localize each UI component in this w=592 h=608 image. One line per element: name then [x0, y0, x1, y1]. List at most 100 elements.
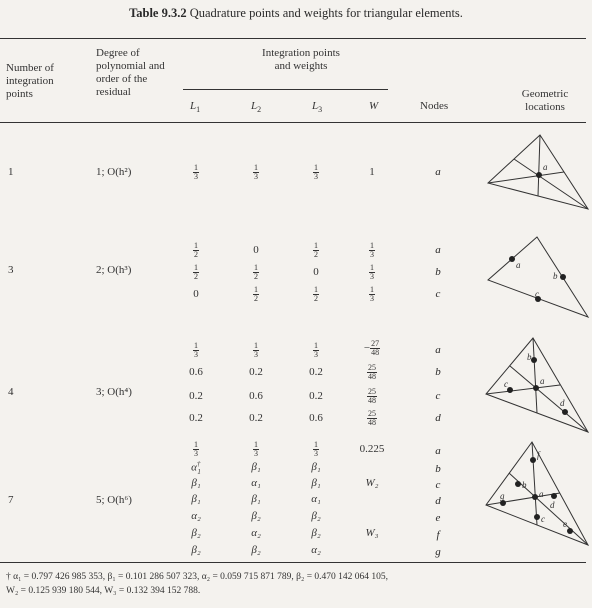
header-symbol: W	[369, 100, 379, 112]
diagram-label: a	[539, 489, 544, 499]
row4-b-L1: 0.6	[189, 366, 203, 378]
header-degree: Degree of polynomial and order of the re…	[96, 47, 165, 99]
row7-node-c: c	[435, 479, 441, 491]
row4-c-W: 25 48	[367, 387, 377, 405]
row4-d-L3: 0.6	[309, 412, 323, 424]
diagram-label: e	[563, 519, 567, 529]
point-4-g	[500, 500, 506, 506]
point-2-b	[560, 274, 566, 280]
row7-g-L3: α₂	[311, 544, 321, 556]
triangle-3-median	[485, 384, 561, 395]
row3-node-b: b	[435, 266, 441, 278]
row3-node-c: c	[435, 288, 441, 300]
triangle-3-median	[509, 365, 589, 433]
diagram-label: d	[560, 398, 565, 408]
table-caption: Quadrature points and weights for triang…	[189, 6, 463, 20]
diagram-label: g	[500, 491, 505, 501]
point-2-c	[535, 296, 541, 302]
point-3-d	[562, 409, 568, 415]
row4-b-L3: 0.2	[309, 366, 323, 378]
row7-e-L2: β₂	[251, 510, 261, 522]
row7-e-L3: β₂	[311, 510, 321, 522]
row4-b-W: 25 48	[367, 363, 377, 381]
row4-node-b: b	[435, 366, 441, 378]
row3-degree: 2; O(h³)	[96, 264, 132, 276]
header-symbol: L	[251, 100, 258, 112]
row4-d-L2: 0.2	[249, 412, 263, 424]
row7-points: 7	[8, 494, 14, 506]
row7-f-L3: β₂	[311, 527, 321, 539]
group-rule	[183, 89, 388, 90]
diagram-label: b	[522, 480, 527, 490]
header-symbol: L	[190, 100, 197, 112]
header-geometric-locations: Geometric locations	[510, 88, 580, 114]
row7-node-g: g	[435, 546, 441, 558]
row4-d-W: 25 48	[367, 409, 377, 427]
row7-g-L1: β₂	[191, 544, 201, 556]
triangle-1-median	[513, 158, 589, 210]
header-L3: L3	[312, 100, 322, 116]
footnote-line-1: † α₁ = 0.797 426 985 353, β₁ = 0.101 286…	[6, 572, 389, 582]
row7-node-a: a	[435, 445, 441, 457]
header-line: Geometric	[521, 88, 569, 100]
row4-a-W: −27 48	[363, 339, 381, 357]
point-4-e-right	[567, 528, 573, 534]
row7-d-L2: β₁	[251, 493, 261, 505]
row7-node-f: f	[436, 529, 440, 541]
row4-node-d: d	[435, 412, 441, 424]
triangle-4-median	[531, 441, 538, 526]
point-2-a	[509, 256, 515, 262]
header-number-of-points: Number of integration points	[6, 62, 54, 101]
row7-b-L3: β₁	[311, 461, 321, 473]
point-4-f	[530, 457, 536, 463]
triangle-3-median	[532, 337, 538, 414]
diagram-label: a	[516, 260, 521, 270]
row7-d-L1: β₁	[191, 493, 201, 505]
row7-node-e: e	[435, 512, 441, 524]
header-symbol: L	[312, 100, 319, 112]
diagram-label: b	[553, 271, 558, 281]
row4-points: 4	[8, 386, 14, 398]
row7-degree: 5; O(h⁶)	[96, 494, 132, 506]
header-line: and weights	[274, 60, 328, 72]
header-L1: L1	[190, 100, 200, 116]
diagram-label: c	[541, 514, 545, 524]
row7-node-b: b	[435, 463, 441, 475]
triangle-4-median	[485, 492, 561, 506]
header-subscript: 3	[318, 105, 323, 115]
header-subscript: 1	[196, 105, 201, 115]
triangle-1-outline	[486, 134, 590, 210]
bottom-rule	[0, 562, 586, 563]
diagram-label: c	[535, 289, 539, 299]
header-subscript: 2	[257, 105, 262, 115]
row4-c-L3: 0.2	[309, 390, 323, 402]
row3-points: 3	[8, 264, 14, 276]
row4-node-a: a	[435, 344, 441, 356]
row1-W: 1	[369, 166, 375, 178]
row7-W3: W₃	[365, 527, 379, 539]
table-title: Table 9.3.2 Quadrature points and weight…	[0, 6, 592, 21]
triangle-4-median	[508, 472, 589, 546]
row7-f-L1: β₂	[191, 527, 201, 539]
point-4-a	[532, 494, 538, 500]
row7-f-L2: α₂	[251, 527, 261, 539]
header-line: polynomial and	[96, 60, 165, 72]
row3-a-L2: 0	[253, 244, 259, 256]
row7-b-L2: β₁	[251, 461, 261, 473]
row7-node-d: d	[435, 495, 441, 507]
row4-d-L1: 0.2	[189, 412, 203, 424]
row7-c-L2: α₁	[251, 477, 261, 489]
